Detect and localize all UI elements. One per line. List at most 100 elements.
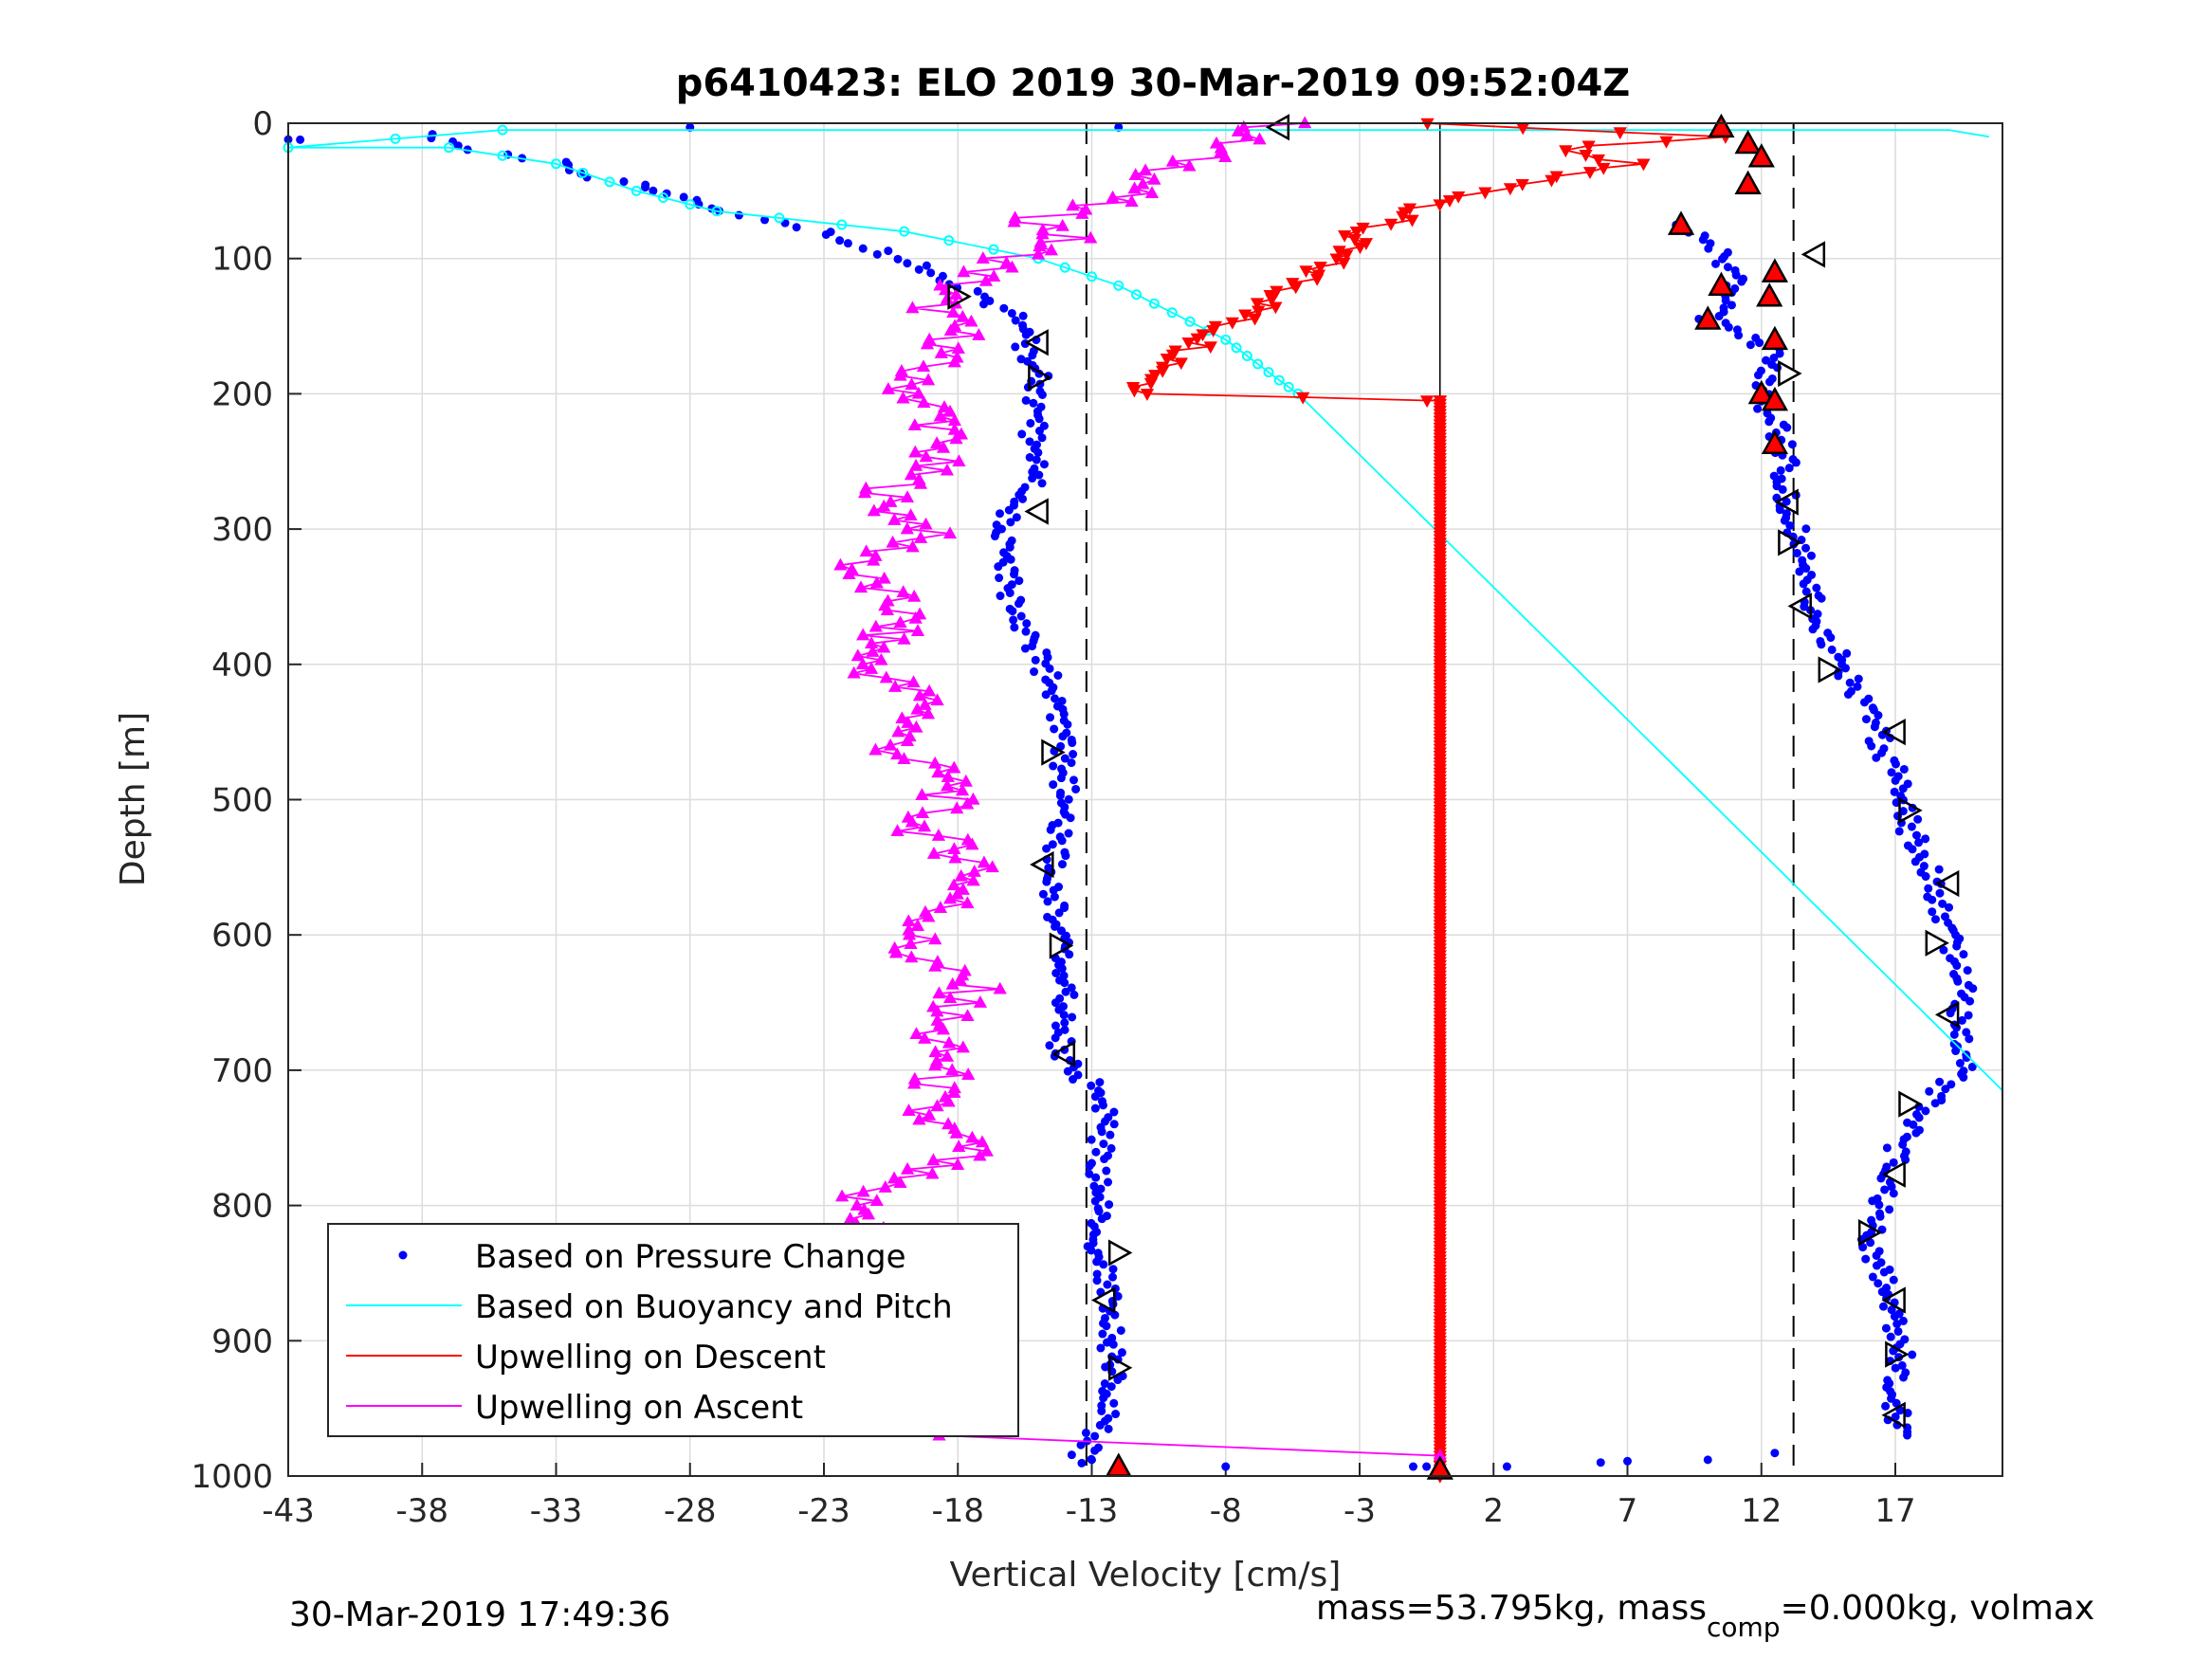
pressure-change-point xyxy=(1068,738,1077,748)
ascent-marker xyxy=(943,323,958,337)
pressure-change-point xyxy=(1076,1440,1086,1449)
open-triangle-marker xyxy=(1778,529,1802,556)
ascent-marker xyxy=(1084,230,1098,244)
buoyancy-pitch-marker xyxy=(497,124,508,136)
pressure-change-point xyxy=(1409,1462,1417,1471)
ascent-marker xyxy=(945,1063,960,1076)
ascent-marker xyxy=(940,463,955,476)
pressure-change-point xyxy=(1008,607,1017,616)
descent-marker xyxy=(1405,214,1419,228)
x-tick-label: -13 xyxy=(1066,1492,1119,1530)
pressure-change-point xyxy=(1921,834,1930,844)
pressure-change-point xyxy=(1051,998,1060,1008)
pressure-change-point xyxy=(1964,1011,1973,1020)
pressure-change-point xyxy=(1887,1305,1896,1315)
y-tick-label: 400 xyxy=(211,647,273,684)
descent-marker xyxy=(1127,385,1142,398)
pressure-change-point xyxy=(1099,1139,1108,1149)
ascent-marker xyxy=(910,702,924,715)
pressure-change-point xyxy=(1004,505,1014,515)
ascent-marker xyxy=(900,521,914,535)
pressure-change-point xyxy=(1422,1462,1432,1471)
descent-marker xyxy=(1503,183,1518,196)
pressure-change-point xyxy=(1886,1332,1895,1341)
buoyancy-pitch-marker xyxy=(1087,271,1097,283)
pressure-change-point xyxy=(1834,671,1843,681)
pressure-change-point xyxy=(1020,644,1030,653)
buoyancy-pitch-marker xyxy=(1263,367,1274,378)
x-tick-label: -38 xyxy=(395,1492,448,1530)
red-triangle-marker xyxy=(1761,325,1789,351)
descent-marker xyxy=(1143,377,1159,391)
pressure-change-point xyxy=(1787,440,1797,449)
ascent-marker xyxy=(957,264,971,278)
pressure-change-point xyxy=(1773,363,1782,373)
descent-marker xyxy=(1591,154,1606,167)
pressure-change-point xyxy=(1959,1073,1968,1083)
y-tick-label: 1000 xyxy=(191,1458,273,1496)
pressure-change-point xyxy=(1046,713,1055,722)
pressure-change-point xyxy=(1097,1214,1106,1224)
pressure-change-point xyxy=(1890,787,1899,796)
buoyancy-pitch-marker xyxy=(444,142,454,154)
ascent-marker xyxy=(916,359,931,373)
ascent-marker xyxy=(930,693,944,706)
pressure-change-point xyxy=(1090,1431,1100,1441)
ascent-marker xyxy=(1165,154,1180,167)
pressure-change-point xyxy=(1011,342,1020,352)
ascent-marker xyxy=(900,734,915,746)
pressure-change-point xyxy=(1104,1177,1113,1187)
ascent-marker xyxy=(965,1130,979,1143)
pressure-change-point xyxy=(1842,648,1852,658)
open-triangle-marker xyxy=(1925,929,1949,957)
pressure-change-point xyxy=(1909,1120,1918,1129)
pressure-change-point xyxy=(1959,950,1968,959)
pressure-change-point xyxy=(1049,780,1058,790)
legend-box xyxy=(327,1223,1019,1437)
ascent-marker xyxy=(1044,243,1059,256)
open-triangle-marker xyxy=(1898,796,1923,825)
ascent-marker xyxy=(913,476,928,489)
ascent-marker xyxy=(985,860,999,873)
pressure-change-point xyxy=(1057,860,1067,869)
open-triangle-marker xyxy=(1881,1286,1906,1314)
legend-label-buoyancy: Based on Buoyancy and Pitch xyxy=(475,1288,953,1326)
ascent-marker xyxy=(904,937,918,949)
descent-marker xyxy=(1190,333,1204,346)
ascent-marker xyxy=(866,645,880,657)
buoyancy-pitch-marker xyxy=(1220,334,1232,345)
ascent-marker xyxy=(941,1035,957,1048)
ascent-marker xyxy=(904,508,918,521)
open-triangle-marker xyxy=(947,283,972,310)
pressure-change-point xyxy=(1056,741,1066,751)
pressure-change-point xyxy=(1033,447,1043,457)
pressure-change-point xyxy=(1028,474,1037,483)
ascent-marker xyxy=(931,829,946,841)
pressure-change-point xyxy=(1045,1041,1054,1050)
pressure-change-point xyxy=(1502,1462,1511,1471)
open-triangle-marker xyxy=(1881,1401,1906,1429)
pressure-change-point xyxy=(1104,1424,1113,1433)
ascent-marker xyxy=(883,738,898,751)
y-tick-label: 500 xyxy=(211,782,273,820)
ascent-marker xyxy=(933,409,947,422)
ascent-marker xyxy=(868,619,883,632)
footer-mass-suffix: =0.000kg, volmax xyxy=(1781,1589,2095,1628)
pressure-change-point xyxy=(1854,674,1863,684)
pressure-change-point xyxy=(1102,1166,1111,1176)
pressure-change-point xyxy=(1085,1169,1094,1178)
ascent-marker xyxy=(893,368,907,381)
pressure-change-point xyxy=(1817,593,1826,603)
pressure-change-point xyxy=(1967,1062,1977,1071)
ascent-marker xyxy=(937,400,952,412)
ascent-marker xyxy=(973,995,988,1008)
pressure-change-point xyxy=(619,177,629,187)
ascent-marker xyxy=(905,539,920,553)
pressure-change-point xyxy=(1914,1113,1924,1122)
pressure-change-point xyxy=(1894,827,1904,836)
ascent-marker xyxy=(942,891,958,904)
ascent-marker xyxy=(1144,186,1160,198)
ascent-marker xyxy=(906,675,921,688)
pressure-change-point xyxy=(1947,1080,1956,1089)
buoyancy-pitch-marker xyxy=(1241,350,1252,361)
